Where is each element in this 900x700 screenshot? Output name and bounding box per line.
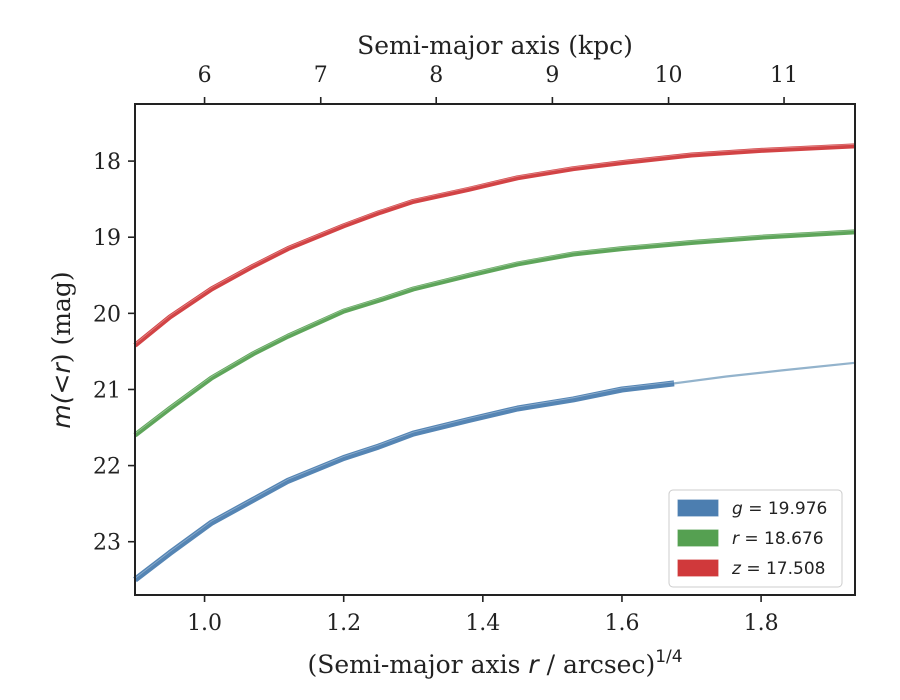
- legend-swatch-z: [677, 559, 719, 577]
- series-group: [133, 143, 857, 583]
- top-x-tick-label: 6: [198, 63, 212, 88]
- x-axis-title: (Semi-major axis r / arcsec)1/4: [307, 647, 682, 679]
- top-x-tick-label: 9: [545, 63, 559, 88]
- top-x-tick-label: 10: [655, 63, 683, 88]
- legend-swatch-g: [677, 499, 719, 517]
- top-x-axis-title: Semi-major axis (kpc): [357, 31, 633, 60]
- plot-frame: [134, 103, 856, 596]
- top-x-tick-label: 7: [314, 63, 328, 88]
- legend-swatch-r: [677, 529, 719, 547]
- y-tick-label: 18: [93, 150, 121, 175]
- x-tick-label: 1.8: [744, 611, 779, 636]
- x-tick-label: 1.0: [187, 611, 222, 636]
- series-g-line: [133, 380, 675, 583]
- y-tick-label: 19: [93, 226, 121, 251]
- y-axis-title: m(<r) (mag): [47, 271, 76, 428]
- top-x-tick-label: 11: [770, 63, 798, 88]
- series-g-band-edge: [134, 381, 675, 579]
- y-tick-label: 20: [93, 302, 121, 327]
- x-tick-label: 1.2: [326, 611, 361, 636]
- y-tick-label: 23: [93, 531, 121, 556]
- x-tick-label: 1.6: [604, 611, 639, 636]
- top-x-tick-label: 8: [429, 63, 443, 88]
- ticks-group: 1.0 1.2 1.4 1.6 1.8 18 19 20 21 22 23 6 7 8 9 10 11: [93, 63, 798, 636]
- y-tick-label: 21: [93, 378, 121, 403]
- series-z-band-edge: [134, 143, 856, 345]
- series-z-line: [133, 143, 856, 348]
- legend: g = 19.976 r = 18.676 z = 17.508: [668, 489, 843, 588]
- y-tick-label: 22: [93, 455, 121, 480]
- series-r-band-edge: [134, 230, 856, 434]
- series-r-line: [133, 229, 856, 438]
- legend-label-z: z = 17.508: [731, 559, 825, 579]
- x-tick-label: 1.4: [465, 611, 500, 636]
- legend-label-r: r = 18.676: [732, 529, 824, 549]
- series-g-extension-line: [672, 361, 857, 385]
- legend-label-g: g = 19.976: [732, 499, 827, 519]
